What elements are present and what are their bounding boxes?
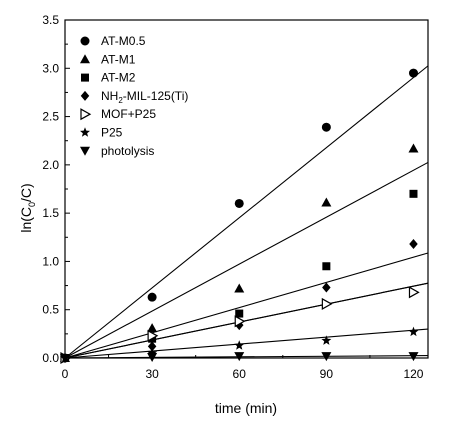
fit-line — [64, 252, 429, 359]
y-tick-label: 2.0 — [42, 158, 59, 172]
data-point — [234, 340, 245, 350]
data-point — [321, 197, 332, 207]
data-point — [322, 282, 331, 293]
y-tick-label: 0.5 — [42, 303, 59, 317]
y-axis-title-subscript: 0 — [27, 202, 37, 207]
data-point — [409, 239, 418, 250]
legend-label-part: NH — [101, 89, 118, 103]
fit-line — [64, 328, 429, 359]
data-point — [321, 335, 332, 345]
legend-label: P25 — [101, 126, 123, 140]
data-point — [321, 297, 333, 310]
data-point — [408, 286, 420, 299]
legend-marker — [80, 146, 90, 156]
legend: AT-M0.5 AT-M1 AT-M2 NH2-MIL-125(Ti) MOF+P25 P… — [80, 34, 188, 158]
x-tick-label: 0 — [62, 367, 69, 381]
y-tick-label: 0.0 — [42, 351, 59, 365]
y-tick-label: 2.5 — [42, 110, 59, 124]
x-tick-label: 120 — [403, 367, 423, 381]
legend-label: photolysis — [101, 144, 154, 158]
legend-label: MOF+P25 — [101, 107, 156, 121]
data-point — [408, 326, 419, 337]
data-point — [235, 309, 244, 318]
y-tick-label: 3.0 — [42, 61, 59, 75]
x-tick-label: 30 — [145, 367, 159, 381]
legend-marker — [80, 36, 90, 46]
data-point — [234, 315, 246, 328]
legend-marker — [81, 73, 89, 82]
legend-marker — [80, 127, 90, 137]
y-tick-label: 1.5 — [42, 206, 59, 220]
data-point — [408, 143, 419, 153]
fit-line — [64, 355, 429, 359]
fit-line — [64, 282, 429, 359]
data-point — [147, 329, 159, 342]
legend-label-subscript: 2 — [118, 96, 123, 105]
x-axis-title: time (min) — [215, 400, 277, 416]
y-tick-label: 1.0 — [42, 254, 59, 268]
legend-label: AT-M2 — [101, 71, 136, 85]
fit-line — [64, 161, 429, 359]
y-axis-title: ln(C0/C) — [18, 183, 37, 232]
fit-lines — [64, 65, 429, 359]
legend-marker — [80, 54, 90, 64]
data-point — [147, 292, 157, 302]
legend-marker — [80, 108, 92, 121]
y-tick-label: 3.5 — [42, 13, 59, 27]
x-tick-label: 90 — [320, 367, 334, 381]
data-point — [147, 323, 158, 333]
data-point — [234, 198, 244, 208]
legend-label: NH2-MIL-125(Ti) — [101, 89, 188, 105]
data-point — [409, 189, 418, 198]
fit-line — [64, 65, 429, 359]
legend-label: AT-M0.5 — [101, 34, 146, 48]
data-point — [322, 262, 331, 271]
data-point — [408, 68, 418, 78]
y-axis-title-part: ln(C — [18, 207, 34, 233]
data-point — [234, 283, 245, 293]
legend-label: AT-M1 — [101, 52, 136, 66]
data-point — [147, 347, 158, 358]
y-axis-title-part: /C) — [18, 183, 34, 202]
legend-label-part: -MIL-125(Ti) — [123, 89, 189, 103]
data-point — [321, 122, 331, 132]
x-tick-label: 60 — [233, 367, 247, 381]
axis-ticks: 0 30 60 90 120 0.0 0.5 1.0 1.5 2.0 2.5 3.0 3.5 — [42, 13, 423, 381]
legend-marker — [80, 90, 90, 101]
data-point — [147, 341, 157, 352]
